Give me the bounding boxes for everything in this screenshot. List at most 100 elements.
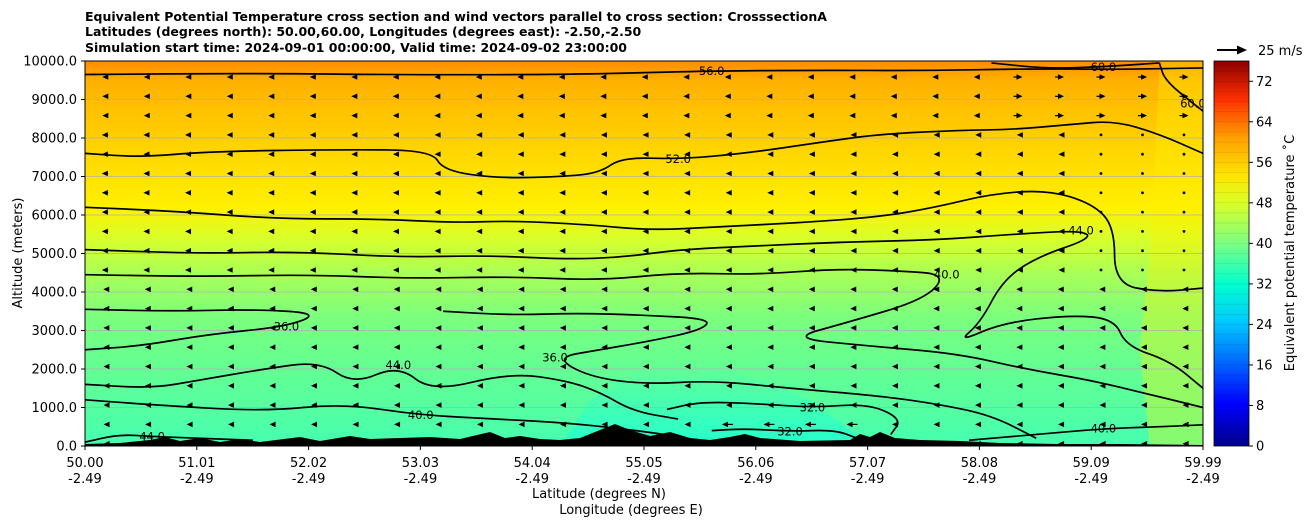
wind-vector xyxy=(766,93,773,100)
wind-vector xyxy=(476,132,483,138)
wind-vector xyxy=(1141,268,1144,272)
wind-vector xyxy=(559,325,566,331)
wind-vector xyxy=(309,151,316,157)
y-tick-label: 10000.0 xyxy=(23,55,77,70)
wind-vector xyxy=(892,228,899,235)
wind-vector xyxy=(227,344,234,350)
wind-vector xyxy=(186,421,193,428)
wind-vector xyxy=(1141,191,1144,195)
y-tick-label: 0.0 xyxy=(56,440,77,455)
contour-line-40 xyxy=(85,398,679,438)
wind-vector xyxy=(974,383,981,389)
wind-vector xyxy=(143,267,150,273)
wind-vector xyxy=(185,228,192,235)
wind-vector xyxy=(642,325,649,331)
wind-vector xyxy=(1099,172,1103,175)
contour-label: 40.0 xyxy=(934,268,960,282)
wind-vector xyxy=(684,286,691,293)
colorbar-tick-label: 8 xyxy=(1256,399,1264,414)
wind-vector xyxy=(1182,249,1186,253)
wind-vector xyxy=(226,132,233,138)
wind-vector xyxy=(351,170,358,177)
wind-vector xyxy=(1182,440,1189,446)
wind-vector xyxy=(725,267,732,273)
chart-title-line-1: Equivalent Potential Temperature cross s… xyxy=(85,9,827,24)
contour-lines xyxy=(85,62,1203,443)
wind-vector xyxy=(1182,133,1186,137)
wind-vector xyxy=(518,325,525,331)
wind-vector xyxy=(1099,152,1103,156)
wind-vector xyxy=(767,190,774,196)
wind-vector xyxy=(559,151,566,157)
wind-vector xyxy=(808,228,815,235)
wind-vector xyxy=(475,74,482,80)
wind-vector xyxy=(1138,112,1147,119)
wind-vector xyxy=(891,286,898,293)
wind-vector xyxy=(185,267,192,273)
wind-vector xyxy=(846,421,858,428)
x-tick-label-lat: 53.03 xyxy=(402,456,439,471)
wind-vector xyxy=(310,383,317,389)
wind-vector xyxy=(1140,363,1147,370)
wind-vector xyxy=(850,344,857,350)
wind-vector xyxy=(185,190,192,196)
wind-vector xyxy=(392,93,399,100)
wind-vector xyxy=(1099,230,1103,233)
wind-vector xyxy=(143,170,150,177)
contour-label: 44.0 xyxy=(386,358,412,372)
wind-vector xyxy=(601,325,608,331)
wind-vector xyxy=(975,151,982,157)
wind-vector xyxy=(932,112,939,119)
wind-vector xyxy=(393,325,400,331)
wind-vector xyxy=(767,305,774,312)
wind-vector xyxy=(393,305,400,312)
wind-vector xyxy=(352,325,359,331)
x-tick-label-lon: -2.49 xyxy=(515,472,549,487)
wind-vector xyxy=(850,305,857,312)
wind-vector xyxy=(392,112,399,119)
wind-vector xyxy=(1016,247,1023,254)
wind-vector xyxy=(309,247,316,254)
wind-vector xyxy=(517,190,524,196)
wind-vector xyxy=(767,228,774,235)
y-tick-label: 2000.0 xyxy=(32,363,78,378)
wind-vector xyxy=(559,209,566,215)
wind-vector xyxy=(518,363,525,370)
wind-vector xyxy=(1016,383,1023,389)
wind-vector xyxy=(642,383,649,389)
wind-vector xyxy=(143,112,150,119)
contour-line-44 xyxy=(85,363,679,420)
wind-vector xyxy=(892,170,899,177)
wind-vector xyxy=(808,209,815,215)
wind-vector xyxy=(310,305,317,312)
colorbar-steps xyxy=(1214,70,1249,437)
x-tick-label-lon: -2.49 xyxy=(1074,472,1108,487)
wind-vector xyxy=(600,74,607,80)
wind-vector xyxy=(393,344,400,350)
wind-vector xyxy=(351,112,358,119)
wind-vector xyxy=(725,325,732,331)
gridlines xyxy=(85,99,1203,408)
wind-vector xyxy=(185,93,192,100)
wind-vector xyxy=(725,383,732,389)
wind-vector xyxy=(518,305,525,312)
wind-vector xyxy=(434,93,441,100)
wind-vector xyxy=(1141,133,1144,137)
colorbar-tick-label: 48 xyxy=(1256,196,1273,211)
wind-vector xyxy=(518,421,525,428)
wind-vector xyxy=(392,132,399,138)
wind-vector xyxy=(268,151,275,157)
wind-vector xyxy=(351,74,358,80)
wind-vector xyxy=(1138,74,1147,80)
wind-vector xyxy=(392,209,399,215)
wind-vector xyxy=(434,190,441,196)
wind-vector xyxy=(1182,363,1189,370)
wind-vector xyxy=(643,421,650,428)
wind-vector xyxy=(475,93,482,100)
wind-vector xyxy=(1141,152,1144,156)
wind-vector xyxy=(101,267,109,273)
wind-vector xyxy=(143,132,150,138)
wind-vector xyxy=(850,132,857,138)
wind-vector xyxy=(392,74,399,80)
colorbar: 0 8 16 24 32 40 48 56 64 72 Equivalent potential … xyxy=(1213,60,1298,455)
